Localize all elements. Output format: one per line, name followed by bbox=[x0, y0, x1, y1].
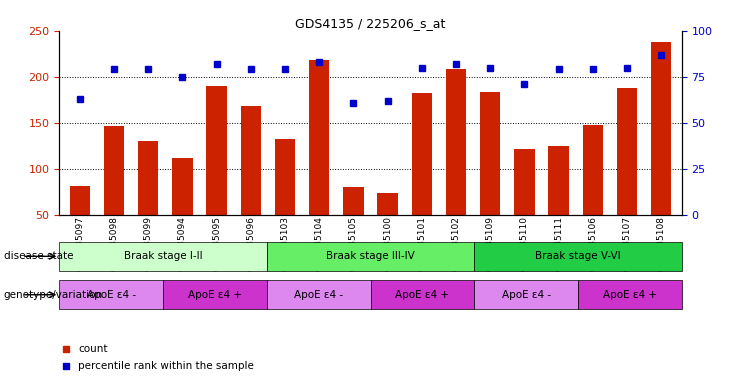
Bar bbox=[59, 242, 267, 271]
Bar bbox=[172, 158, 193, 215]
Bar bbox=[309, 60, 330, 215]
Text: ApoE ε4 +: ApoE ε4 + bbox=[396, 290, 449, 300]
Bar bbox=[474, 280, 578, 309]
Bar bbox=[206, 86, 227, 215]
Text: ApoE ε4 +: ApoE ε4 + bbox=[188, 290, 242, 300]
Bar bbox=[138, 141, 159, 215]
Text: ApoE ε4 +: ApoE ε4 + bbox=[603, 290, 657, 300]
Bar bbox=[514, 149, 535, 215]
Bar bbox=[446, 70, 466, 215]
Text: count: count bbox=[78, 344, 107, 354]
Bar bbox=[411, 93, 432, 215]
Text: disease state: disease state bbox=[4, 251, 73, 262]
Title: GDS4135 / 225206_s_at: GDS4135 / 225206_s_at bbox=[296, 17, 445, 30]
Text: Braak stage I-II: Braak stage I-II bbox=[124, 251, 202, 262]
Bar bbox=[651, 42, 671, 215]
Text: ApoE ε4 -: ApoE ε4 - bbox=[87, 290, 136, 300]
Bar bbox=[370, 280, 474, 309]
Bar bbox=[70, 185, 90, 215]
Text: Braak stage III-IV: Braak stage III-IV bbox=[326, 251, 415, 262]
Bar bbox=[275, 139, 295, 215]
Text: ApoE ε4 -: ApoE ε4 - bbox=[294, 290, 343, 300]
Bar bbox=[267, 280, 370, 309]
Text: ApoE ε4 -: ApoE ε4 - bbox=[502, 290, 551, 300]
Bar bbox=[480, 93, 500, 215]
Text: Braak stage V-VI: Braak stage V-VI bbox=[535, 251, 621, 262]
Bar bbox=[617, 88, 637, 215]
Bar bbox=[59, 280, 163, 309]
Bar bbox=[163, 280, 267, 309]
Bar bbox=[377, 193, 398, 215]
Bar bbox=[582, 125, 603, 215]
Bar bbox=[578, 280, 682, 309]
Bar bbox=[343, 187, 364, 215]
Bar bbox=[474, 242, 682, 271]
Bar bbox=[548, 146, 569, 215]
Bar bbox=[241, 106, 261, 215]
Bar bbox=[104, 126, 124, 215]
Bar bbox=[267, 242, 474, 271]
Text: genotype/variation: genotype/variation bbox=[4, 290, 103, 300]
Text: percentile rank within the sample: percentile rank within the sample bbox=[78, 361, 254, 371]
